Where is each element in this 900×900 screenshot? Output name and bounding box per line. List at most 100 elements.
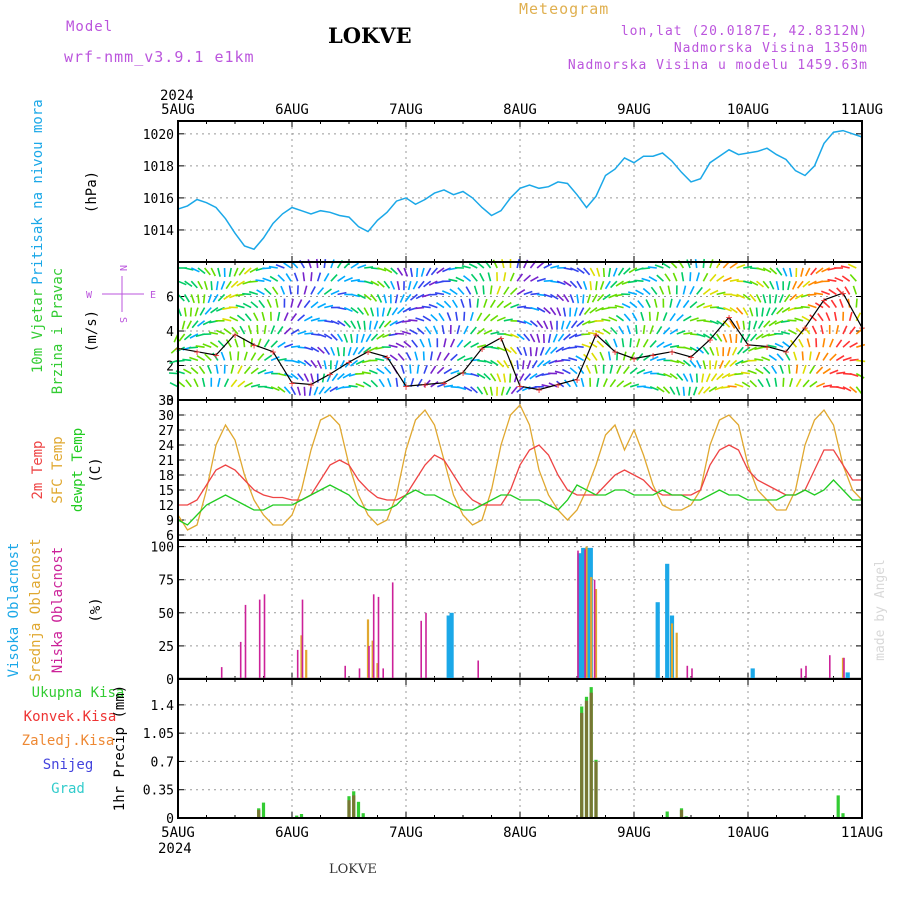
wind-barb [615,314,625,322]
wind-barb [601,318,611,322]
wind-barb [516,360,519,370]
wind-barb [599,280,605,290]
wind-barb [849,372,859,377]
wind-barb [697,386,705,395]
wind-barb [355,372,365,375]
precip-unit: 1hr Precip (mm) [112,685,128,811]
wind-barb [231,326,239,335]
wind-barb [689,373,694,383]
wind-barb [656,357,666,362]
y-tick-label: 1020 [143,128,174,143]
wind-barb [682,386,685,396]
wind-barb [591,294,598,303]
wind-barb [608,316,618,322]
wind-barb [682,373,689,382]
wind-barb [401,320,411,323]
wind-barb [476,261,485,269]
wind-barb [275,298,279,308]
wind-barb [409,328,418,335]
wind-barb [787,281,791,291]
wind-barb [438,312,445,322]
wind-barb [587,331,598,335]
wind-barb [411,339,419,348]
x-bottom-year: 2024 [158,841,192,857]
wind-barb [701,373,705,383]
wind-barb [578,307,585,316]
wind-barb [761,333,771,339]
wind-barb [397,353,405,361]
wind-barb [403,340,412,348]
wind-barb [503,333,513,337]
wind-ylabel-sub: Brzina i Pravac [50,268,66,394]
wind-barb [264,386,274,390]
wind-barb [681,272,685,282]
wind-barb [490,331,500,335]
wind-barb [437,382,446,388]
wind-barb [523,333,531,342]
cloud-bar [584,549,586,679]
wind-barb [800,267,804,277]
wind-barb [404,293,412,303]
wind-barb [225,280,232,290]
wind-barb [573,307,578,317]
wind-barb [277,341,286,348]
wind-barb [391,307,399,316]
wind-gust-marker: + [555,378,562,391]
wind-barb [856,343,866,348]
wind-barb [277,274,285,282]
wind-gust-marker: + [726,311,733,324]
wind-barb [602,328,611,335]
cloud-bar [301,599,304,679]
wind-barb [609,364,614,374]
wind-gust-marker: + [669,346,676,359]
wind-barb [710,373,718,382]
wind-barb [370,280,380,287]
wind-barb [741,381,751,388]
wind-barb [496,285,502,295]
wind-barb [667,285,671,295]
precip-bar [356,801,361,818]
wind-barb [191,320,199,329]
wind-barb [780,331,790,335]
cloud-bar [800,668,803,679]
wind-barb [709,289,719,296]
wind-barb [250,352,257,361]
wind-barb [509,287,518,295]
wind-barb [222,318,232,322]
wind-barb [489,299,496,309]
wind-barb [263,354,273,362]
wind-gust-marker: + [802,322,809,335]
wind-barb [692,386,698,396]
wind-barb [215,281,219,291]
wind-barb [635,324,638,335]
wind-barb [649,325,654,335]
wind-barb [682,299,690,309]
dewpt-line [177,479,862,526]
wind-barb [457,287,465,295]
wind-barb [642,287,651,296]
wind-barb [383,320,392,328]
pressure-unit: (hPa) [84,171,100,213]
wind-barb [303,315,313,322]
wind-barb [729,293,739,297]
y-tick-label: 27 [158,424,174,439]
mid-cloud-ylabel: Srednja Oblacnost [28,538,44,681]
y-tick-label: 100 [151,541,174,556]
wind-barb [415,317,425,322]
wind-barb [641,267,651,270]
wind-barb [663,343,673,348]
wind-barb [323,273,330,282]
wind-barb [618,325,625,335]
wind-barb [376,367,385,375]
wind-barb [794,306,804,310]
wind-barb [376,307,379,317]
cloud-bar [366,619,370,679]
wind-gust-marker: + [327,368,334,381]
wind-gust-marker: + [384,351,391,364]
wind-barb [399,294,405,303]
wind-barb [629,352,636,361]
wind-barb [169,381,179,388]
wind-barb [496,316,506,322]
wind-barb [769,267,778,275]
wind-barb [604,280,611,290]
